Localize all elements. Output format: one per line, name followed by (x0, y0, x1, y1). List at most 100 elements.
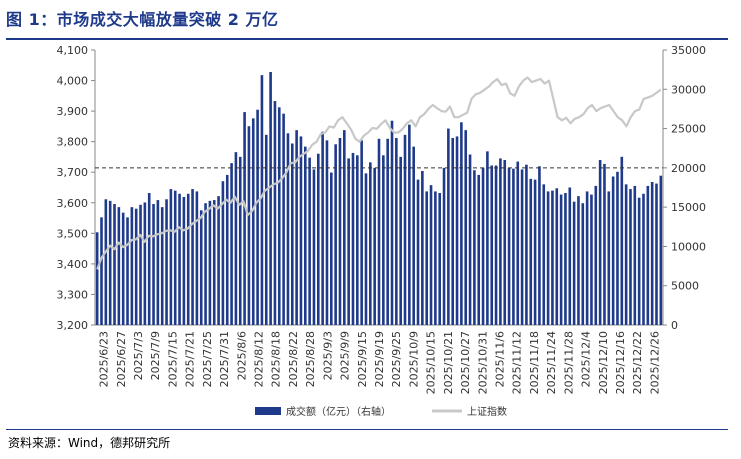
x-tick-label: 2025/10/31 (476, 331, 489, 394)
turnover-bar (160, 207, 164, 325)
x-tick-label: 2025/9/3 (321, 331, 334, 380)
turnover-bar (494, 165, 498, 325)
turnover-bar (195, 191, 199, 325)
turnover-bar (568, 187, 572, 325)
turnover-bar (542, 184, 546, 325)
turnover-bar (429, 185, 433, 325)
x-tick-label: 2025/11/6 (493, 331, 506, 387)
turnover-bar (377, 138, 381, 325)
turnover-bar (282, 113, 285, 326)
turnover-bar (269, 72, 272, 325)
turnover-bar (225, 174, 229, 325)
turnover-bar (351, 152, 355, 325)
turnover-bar (425, 191, 428, 325)
turnover-bar (369, 162, 372, 325)
x-tick-label: 2025/8/28 (304, 331, 317, 387)
turnover-bar (312, 169, 316, 325)
x-tick-label: 2025/9/19 (373, 331, 386, 387)
turnover-bar (516, 161, 520, 325)
x-tick-label: 2025/9/9 (339, 331, 352, 380)
turnover-bar (356, 155, 359, 325)
turnover-bar (529, 178, 533, 325)
turnover-bar (199, 210, 203, 325)
turnover-bar (646, 185, 650, 325)
turnover-bar (434, 191, 437, 325)
x-tick-label: 2025/10/9 (407, 331, 420, 387)
turnover-bar (204, 203, 207, 325)
turnover-bar (330, 172, 333, 325)
x-tick-label: 2025/10/27 (459, 331, 472, 394)
x-tick-label: 2025/9/15 (356, 331, 369, 387)
turnover-bar (520, 169, 524, 325)
turnover-bar (499, 158, 502, 325)
turnover-bar (126, 217, 129, 325)
turnover-bar (629, 189, 632, 325)
left-axis-tick-label: 4,100 (57, 44, 89, 57)
legend-label-index: 上证指数 (467, 405, 507, 418)
turnover-bar (343, 130, 346, 325)
turnover-bar (221, 181, 225, 325)
turnover-bar (572, 201, 576, 325)
turnover-bar (386, 138, 389, 325)
turnover-bar (525, 164, 528, 325)
turnover-bar (152, 204, 155, 325)
turnover-bar (447, 128, 450, 325)
turnover-bar (347, 158, 350, 325)
turnover-bar (633, 185, 637, 325)
turnover-bar (134, 208, 138, 325)
x-tick-label: 2025/8/22 (287, 331, 300, 387)
turnover-bar (421, 171, 424, 325)
turnover-bar (490, 165, 494, 325)
x-tick-label: 2025/10/15 (425, 331, 438, 394)
turnover-bar (208, 200, 212, 325)
turnover-bar (360, 140, 363, 325)
x-tick-label: 2025/9/25 (390, 331, 403, 387)
turnover-bar (460, 122, 463, 326)
turnover-bar (338, 138, 342, 325)
x-tick-label: 2025/7/15 (166, 331, 179, 387)
x-tick-label: 2025/12/26 (648, 331, 661, 394)
x-tick-label: 2025/7/21 (184, 331, 197, 387)
x-tick-label: 2025/12/4 (580, 331, 593, 387)
turnover-bar (412, 146, 415, 325)
x-tick-label: 2025/7/25 (201, 331, 214, 387)
turnover-bar (143, 202, 147, 325)
title-rule (6, 38, 728, 40)
legend-swatch-turnover (255, 407, 281, 415)
source-rule (6, 429, 728, 430)
turnover-bar (598, 160, 602, 325)
turnover-bar (546, 191, 550, 325)
left-axis-tick-label: 4,000 (57, 75, 89, 88)
turnover-bar (464, 130, 468, 325)
x-tick-label: 2025/7/9 (149, 331, 162, 380)
x-tick-label: 2025/11/12 (511, 331, 524, 394)
turnover-bar (590, 194, 593, 325)
turnover-bar (165, 199, 168, 325)
x-tick-label: 2025/12/10 (597, 331, 610, 394)
turnover-bar (416, 179, 420, 325)
turnover-bar (538, 166, 541, 325)
right-axis-tick-label: 35000 (671, 44, 706, 57)
right-axis-tick-label: 5000 (671, 280, 699, 293)
turnover-bar (295, 130, 298, 325)
legend-label-turnover: 成交额（亿元）（右轴） (286, 405, 391, 418)
x-tick-label: 2025/12/22 (631, 331, 644, 394)
turnover-bar (373, 167, 376, 325)
left-axis-tick-label: 3,900 (57, 105, 89, 118)
x-tick-label: 2025/6/23 (98, 331, 111, 387)
turnover-bar (559, 194, 563, 325)
turnover-bar (551, 190, 554, 325)
turnover-bar (468, 154, 472, 325)
turnover-bar (247, 126, 251, 325)
turnover-bar (230, 163, 233, 325)
x-tick-label: 2025/10/21 (442, 331, 455, 394)
turnover-bar (564, 193, 567, 325)
turnover-bar (642, 193, 645, 325)
turnover-bar (260, 75, 264, 326)
turnover-bar (139, 204, 142, 325)
turnover-bar (395, 138, 398, 325)
turnover-bar (156, 200, 160, 325)
x-tick-label: 2025/11/24 (545, 331, 558, 394)
turnover-bar (581, 203, 585, 325)
